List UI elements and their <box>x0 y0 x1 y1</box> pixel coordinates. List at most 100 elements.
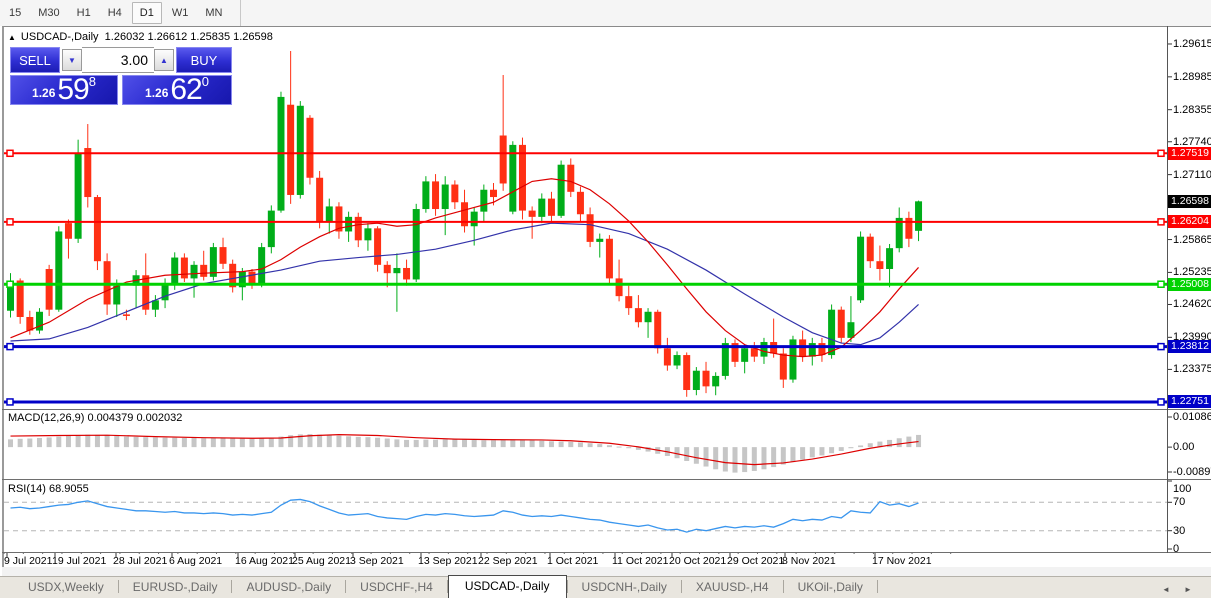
candle-body <box>538 198 546 217</box>
candle-body <box>258 247 266 284</box>
chart-tab-eurusd[interactable]: EURUSD-,Daily <box>132 580 218 594</box>
candle-body <box>55 231 63 310</box>
macd-histogram-bar <box>326 435 332 448</box>
macd-histogram-bar <box>597 444 603 448</box>
line-handle-left[interactable] <box>6 149 14 158</box>
timeframe-button-15[interactable]: 15 <box>9 7 22 19</box>
macd-histogram-bar <box>481 440 487 448</box>
ma-fast-line <box>10 178 919 358</box>
candle-body <box>441 184 449 210</box>
tab-scroll-right-icon[interactable]: ► <box>1184 585 1192 594</box>
buy-price-big: 62 <box>170 73 202 106</box>
chart-tab-ukoil[interactable]: UKOil-,Daily <box>797 580 863 594</box>
macd-histogram-bar <box>56 436 62 448</box>
chart-hscroll-strip[interactable] <box>2 567 1211 576</box>
macd-histogram-bar <box>17 438 23 448</box>
buy-button[interactable]: BUY <box>176 47 232 73</box>
line-handle-right[interactable] <box>1157 342 1165 351</box>
date-axis-label: 3 Sep 2021 <box>350 555 404 567</box>
candle-body <box>209 247 217 277</box>
macd-histogram-bar <box>722 447 728 472</box>
candle-body <box>731 343 739 362</box>
tab-divider <box>446 580 448 593</box>
chart-window[interactable] <box>2 26 1211 575</box>
candle-body <box>403 267 411 280</box>
date-axis-label: 11 Oct 2021 <box>612 555 669 567</box>
timeframe-button-h4[interactable]: H4 <box>107 7 122 19</box>
macd-histogram-bar <box>143 437 149 448</box>
macd-histogram-bar <box>75 435 81 448</box>
macd-histogram-bar <box>336 435 342 448</box>
price-axis-tick-label: 1.25865 <box>1173 233 1211 246</box>
volume-decrease-button[interactable]: ▼ <box>62 49 82 71</box>
macd-histogram-bar <box>152 437 158 448</box>
macd-histogram-bar <box>703 447 709 467</box>
collapse-triangle-icon[interactable]: ▲ <box>8 33 16 42</box>
tab-divider <box>876 580 878 593</box>
chart-title-symbol: USDCAD-,Daily <box>20 31 99 43</box>
timeframe-button-d1[interactable]: D1 <box>131 2 162 24</box>
date-axis-label: 25 Aug 2021 <box>292 555 351 567</box>
sell-price-display[interactable]: 1.26 59 8 <box>10 74 118 105</box>
macd-histogram-bar <box>288 435 294 448</box>
candle-body <box>35 311 43 331</box>
chart-tab-usdcnh[interactable]: USDCNH-,Daily <box>581 580 667 594</box>
macd-histogram-bar <box>114 436 120 448</box>
chart-tab-usdx[interactable]: USDX,Weekly <box>28 580 104 594</box>
chevron-down-icon: ▼ <box>68 55 76 65</box>
volume-input[interactable] <box>82 47 154 73</box>
chart-tab-xauusd[interactable]: XAUUSD-,H4 <box>695 580 769 594</box>
line-handle-right[interactable] <box>1157 398 1165 406</box>
candle-body <box>287 104 295 195</box>
line-handle-right[interactable] <box>1157 218 1165 226</box>
volume-increase-button[interactable]: ▲ <box>154 49 174 71</box>
macd-histogram-bar <box>317 434 323 448</box>
toolbar-divider <box>240 0 242 26</box>
line-handle-left[interactable] <box>6 342 14 351</box>
macd-histogram-bar <box>771 447 777 468</box>
price-axis-line <box>1167 26 1168 553</box>
chart-title: ▲ USDCAD-,Daily 1.26032 1.26612 1.25835 1… <box>8 31 273 43</box>
candle-body <box>499 135 507 184</box>
macd-histogram-bar <box>297 434 303 448</box>
candle-body <box>383 264 391 274</box>
line-handle-left[interactable] <box>6 398 14 406</box>
macd-histogram-bar <box>46 437 52 448</box>
chart-tab-usdchf[interactable]: USDCHF-,H4 <box>360 580 433 594</box>
candle-body <box>171 257 179 284</box>
buy-price-display[interactable]: 1.26 62 0 <box>122 73 232 106</box>
rsi-axis-tick-label: 0 <box>1173 543 1180 555</box>
candle-body <box>229 263 237 288</box>
line-handle-left[interactable] <box>6 218 14 226</box>
main-macd-separator[interactable] <box>2 409 1211 410</box>
candle-body <box>364 228 372 241</box>
tab-scroll-left-icon[interactable]: ◄ <box>1162 585 1170 594</box>
macd-histogram-bar <box>635 447 641 450</box>
sell-button[interactable]: SELL <box>10 47 60 73</box>
chart-tab-usdcad[interactable]: USDCAD-,Daily <box>447 575 567 598</box>
line-handle-right[interactable] <box>1157 149 1165 158</box>
macd-histogram-bar <box>172 437 178 448</box>
candle-body <box>345 216 353 232</box>
timeframe-button-w1[interactable]: W1 <box>171 7 189 19</box>
ma-slow-line <box>10 222 919 346</box>
macd-rsi-separator[interactable] <box>2 479 1211 480</box>
macd-histogram-bar <box>239 438 245 448</box>
candle-body <box>151 300 159 310</box>
macd-histogram-bar <box>210 437 216 448</box>
line-handle-left[interactable] <box>6 280 14 288</box>
rsi-axis-tick-label: 30 <box>1173 524 1186 537</box>
date-axis-label: 13 Sep 2021 <box>418 555 478 567</box>
macd-histogram-bar <box>896 438 902 448</box>
chart-tab-audusd[interactable]: AUDUSD-,Daily <box>246 580 332 594</box>
candle-body <box>432 181 440 210</box>
timeframe-button-mn[interactable]: MN <box>205 7 223 19</box>
line-handle-right[interactable] <box>1157 280 1165 288</box>
timeframe-button-h1[interactable]: H1 <box>76 7 91 19</box>
macd-histogram-bar <box>558 441 564 448</box>
macd-histogram-bar <box>162 437 168 448</box>
timeframe-button-m30[interactable]: M30 <box>38 7 60 19</box>
macd-histogram-bar <box>462 439 468 448</box>
